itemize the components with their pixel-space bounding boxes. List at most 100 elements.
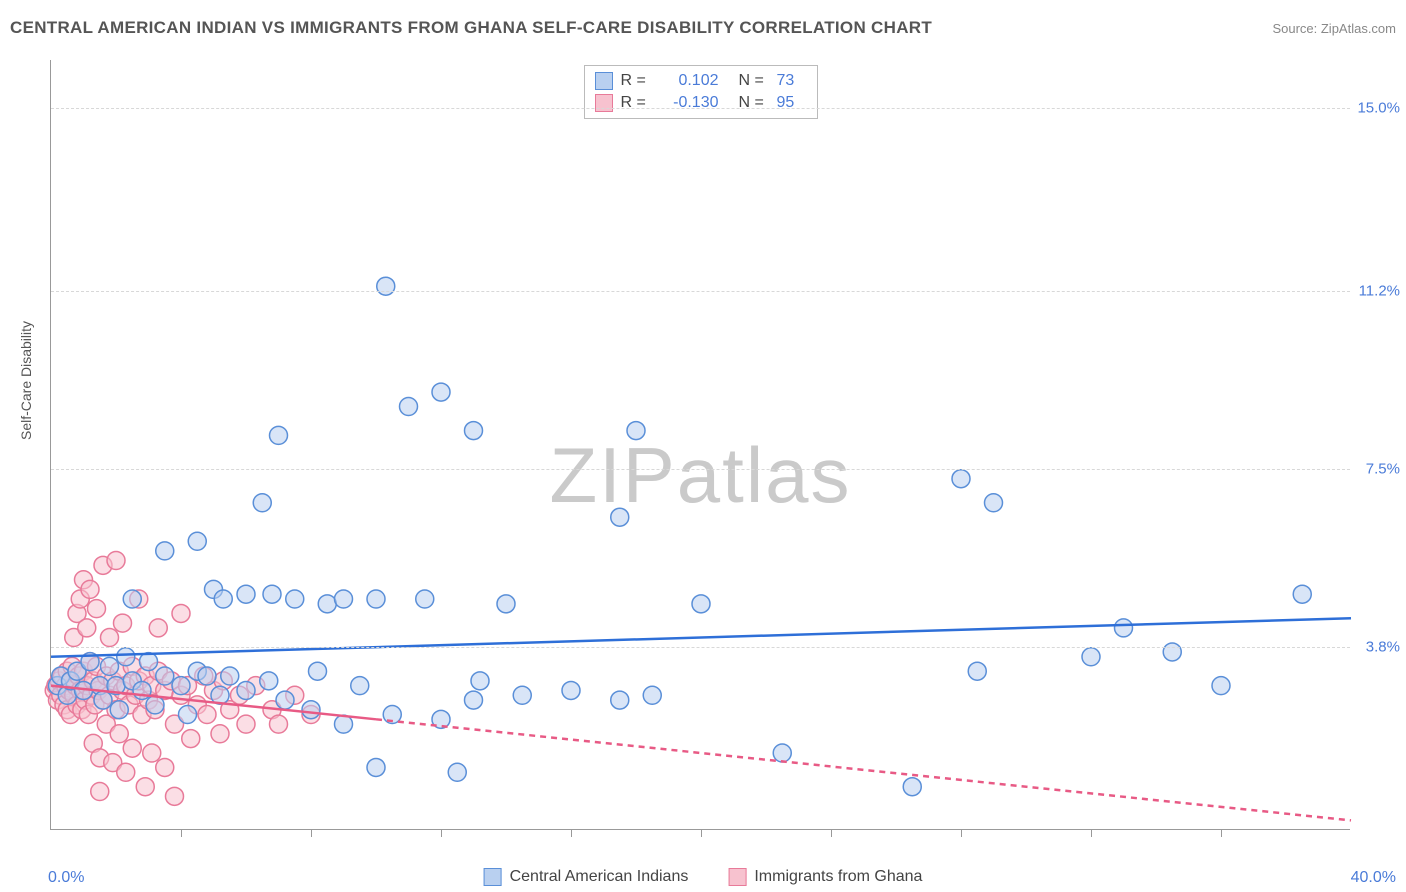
scatter-plot-svg <box>51 60 1350 829</box>
data-point <box>611 508 629 526</box>
data-point <box>156 667 174 685</box>
legend-swatch <box>728 868 746 886</box>
data-point <box>465 691 483 709</box>
data-point <box>513 686 531 704</box>
data-point <box>1293 585 1311 603</box>
data-point <box>166 787 184 805</box>
data-point <box>276 691 294 709</box>
data-point <box>78 619 96 637</box>
source-attribution: Source: ZipAtlas.com <box>1272 21 1396 36</box>
x-tick <box>571 829 572 837</box>
y-tick-label: 11.2% <box>1359 283 1400 300</box>
legend-row: R =-0.130N =95 <box>595 92 807 114</box>
data-point <box>1115 619 1133 637</box>
source-link[interactable]: ZipAtlas.com <box>1321 21 1396 36</box>
legend-label: Immigrants from Ghana <box>754 868 922 886</box>
data-point <box>172 604 190 622</box>
series-legend: Central American Indians Immigrants from … <box>484 868 923 886</box>
data-point <box>1082 648 1100 666</box>
data-point <box>253 494 271 512</box>
grid-line <box>51 469 1350 470</box>
data-point <box>114 614 132 632</box>
legend-item: Immigrants from Ghana <box>728 868 922 886</box>
data-point <box>221 667 239 685</box>
data-point <box>309 662 327 680</box>
data-point <box>497 595 515 613</box>
y-tick-label: 3.8% <box>1366 639 1400 656</box>
data-point <box>237 585 255 603</box>
trend-line <box>51 618 1351 657</box>
data-point <box>562 681 580 699</box>
data-point <box>237 681 255 699</box>
x-tick <box>311 829 312 837</box>
data-point <box>968 662 986 680</box>
x-tick <box>441 829 442 837</box>
y-tick-label: 15.0% <box>1357 100 1400 117</box>
trend-line <box>376 719 1351 820</box>
data-point <box>110 725 128 743</box>
x-tick <box>181 829 182 837</box>
data-point <box>377 277 395 295</box>
y-tick-label: 7.5% <box>1366 461 1400 478</box>
data-point <box>286 590 304 608</box>
data-point <box>88 600 106 618</box>
data-point <box>94 691 112 709</box>
data-point <box>188 532 206 550</box>
legend-label: Central American Indians <box>510 868 689 886</box>
data-point <box>156 542 174 560</box>
grid-line <box>51 647 1350 648</box>
data-point <box>198 667 216 685</box>
data-point <box>903 778 921 796</box>
x-axis-min-label: 0.0% <box>48 869 84 887</box>
data-point <box>198 706 216 724</box>
data-point <box>146 696 164 714</box>
data-point <box>107 552 125 570</box>
data-point <box>91 783 109 801</box>
data-point <box>179 706 197 724</box>
data-point <box>627 422 645 440</box>
data-point <box>471 672 489 690</box>
data-point <box>156 758 174 776</box>
data-point <box>81 580 99 598</box>
data-point <box>123 739 141 757</box>
data-point <box>237 715 255 733</box>
data-point <box>101 629 119 647</box>
data-point <box>263 585 281 603</box>
data-point <box>335 590 353 608</box>
header: CENTRAL AMERICAN INDIAN VS IMMIGRANTS FR… <box>10 18 1396 38</box>
x-tick <box>701 829 702 837</box>
data-point <box>692 595 710 613</box>
data-point <box>117 648 135 666</box>
data-point <box>101 657 119 675</box>
grid-line <box>51 108 1350 109</box>
grid-line <box>51 291 1350 292</box>
x-tick <box>961 829 962 837</box>
x-tick <box>831 829 832 837</box>
correlation-legend: R =0.102N =73R =-0.130N =95 <box>584 65 818 119</box>
data-point <box>143 744 161 762</box>
data-point <box>318 595 336 613</box>
data-point <box>117 763 135 781</box>
data-point <box>465 422 483 440</box>
legend-row: R =0.102N =73 <box>595 70 807 92</box>
data-point <box>172 677 190 695</box>
data-point <box>110 701 128 719</box>
legend-swatch <box>484 868 502 886</box>
data-point <box>985 494 1003 512</box>
data-point <box>367 758 385 776</box>
data-point <box>270 426 288 444</box>
legend-swatch <box>595 94 613 112</box>
data-point <box>432 383 450 401</box>
chart-title: CENTRAL AMERICAN INDIAN VS IMMIGRANTS FR… <box>10 18 932 38</box>
data-point <box>1212 677 1230 695</box>
data-point <box>952 470 970 488</box>
data-point <box>149 619 167 637</box>
data-point <box>214 590 232 608</box>
y-axis-label: Self-Care Disability <box>18 321 34 440</box>
data-point <box>448 763 466 781</box>
data-point <box>773 744 791 762</box>
legend-swatch <box>595 72 613 90</box>
data-point <box>1163 643 1181 661</box>
data-point <box>643 686 661 704</box>
data-point <box>136 778 154 796</box>
